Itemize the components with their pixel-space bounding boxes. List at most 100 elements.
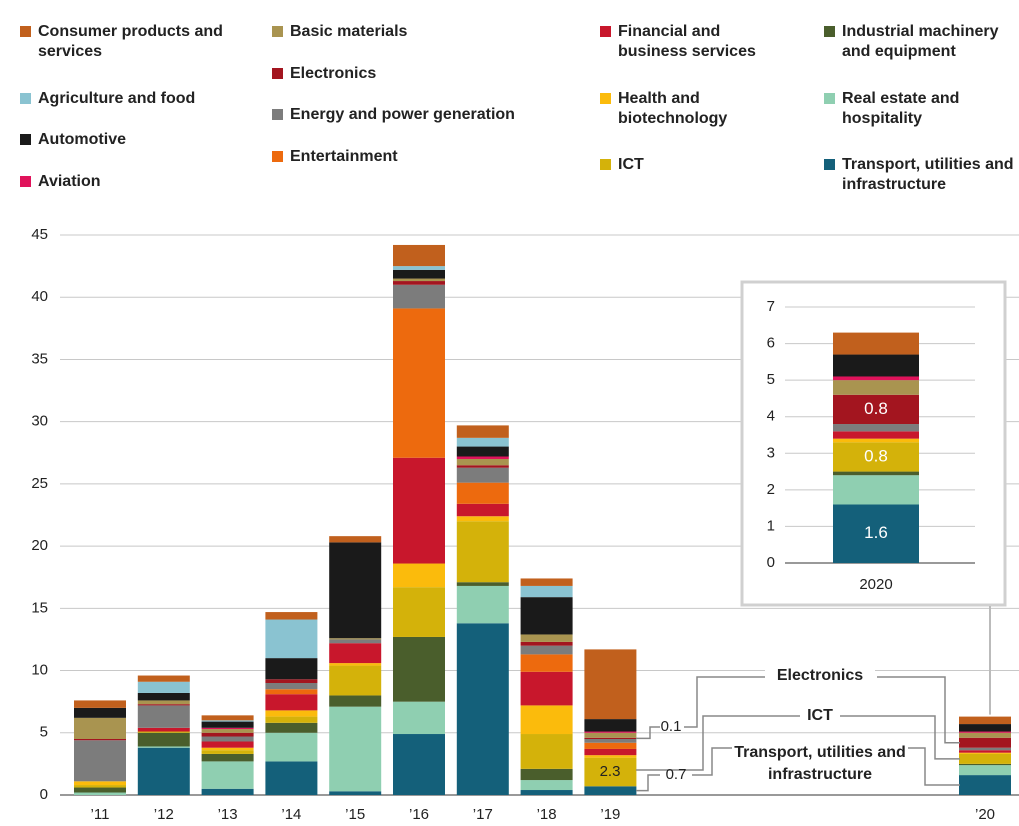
bar-segment <box>584 719 637 732</box>
bar-segment <box>520 790 573 795</box>
annotation-line <box>840 715 960 760</box>
bar-segment <box>959 747 1011 751</box>
bar-segment <box>201 727 254 730</box>
legend-swatch <box>600 159 611 170</box>
legend-swatch <box>272 68 283 79</box>
y-tick-label: 30 <box>31 413 48 430</box>
y-tick-label: 20 <box>31 537 48 554</box>
bar-segment <box>959 724 1011 732</box>
y-tick-label: 0 <box>767 554 775 571</box>
x-tick-label: ’12 <box>154 806 174 823</box>
legend-swatch <box>272 109 283 120</box>
legend-swatch <box>20 93 31 104</box>
bar-segment <box>137 692 190 701</box>
bar-segment <box>74 792 126 795</box>
bar-segment <box>520 645 573 655</box>
bar-segment <box>833 471 919 476</box>
bar-segment <box>201 729 254 733</box>
legend-swatch <box>272 151 283 162</box>
bar-segment <box>393 244 445 267</box>
bar-segment <box>833 504 919 563</box>
x-tick-label: ’17 <box>473 806 493 823</box>
y-tick-label: 1 <box>767 517 775 534</box>
bar-segment <box>201 720 254 722</box>
annotation: Electronics <box>765 665 875 687</box>
bar-segment <box>393 281 445 285</box>
value-label: 2.3 <box>600 763 621 780</box>
bar-segment <box>584 732 637 738</box>
legend-swatch <box>20 134 31 145</box>
bar-segment <box>393 636 445 702</box>
annotation-line <box>908 747 960 786</box>
bar-segment <box>959 752 1011 754</box>
bar-segment <box>584 757 637 787</box>
annotation-line <box>636 774 660 792</box>
bar-segment <box>201 750 254 754</box>
bar-segment <box>520 768 573 781</box>
legend-label: Industrial machinery and equipment <box>842 23 999 60</box>
legend-label: Basic materials <box>290 23 408 40</box>
bar-segment <box>584 786 637 795</box>
bar-segment <box>584 731 637 733</box>
legend-label: Financial and business services <box>618 23 756 60</box>
bar-segment <box>959 753 1011 764</box>
bar-segment <box>393 266 445 270</box>
bar-segment <box>520 654 573 672</box>
x-tick-label: ’20 <box>975 806 995 823</box>
bar-segment <box>201 761 254 789</box>
value-label: 1.6 <box>864 523 888 542</box>
y-tick-label: 5 <box>40 724 48 741</box>
annotation-line <box>877 676 960 744</box>
bar-segment <box>833 438 919 443</box>
legend-swatch <box>824 26 835 37</box>
bar-segment <box>137 731 190 733</box>
legend-swatch <box>272 26 283 37</box>
bar-segment <box>137 747 190 795</box>
bar-segment <box>456 585 509 624</box>
value-label: 0.1 <box>661 718 682 735</box>
bar-segment <box>456 467 509 483</box>
bar-segment <box>329 639 382 644</box>
x-tick-label: ’18 <box>537 806 557 823</box>
bar-segment <box>584 739 637 743</box>
bar-segment <box>137 700 190 705</box>
bar-segment <box>265 716 318 723</box>
bar-segment <box>137 704 190 706</box>
bar-segment <box>456 425 509 438</box>
bar-segment <box>201 747 254 751</box>
bar-segment <box>265 612 318 620</box>
bar-segment <box>833 380 919 395</box>
x-tick-label: 2020 <box>859 576 892 593</box>
legend-label: Real estate and hospitality <box>842 90 960 127</box>
bar-segment <box>833 394 919 425</box>
legend-label: Entertainment <box>290 148 398 165</box>
legend-label: Consumer products and services <box>38 23 223 60</box>
y-tick-label: 15 <box>31 599 48 616</box>
annotation-line <box>692 747 732 776</box>
bar-segment <box>265 619 318 659</box>
value-label: 0.8 <box>864 446 888 465</box>
bar-segment <box>959 716 1011 725</box>
bar-segment <box>74 740 126 782</box>
bar-segment <box>201 736 254 742</box>
bar-segment <box>201 788 254 795</box>
bar-segment <box>265 658 318 680</box>
annotation: ICT <box>800 705 840 727</box>
x-tick-label: ’13 <box>218 806 238 823</box>
bar-segment <box>833 475 919 505</box>
bar-segment <box>393 278 445 282</box>
annotation-line <box>684 676 765 728</box>
bar-segment <box>833 424 919 432</box>
x-tick-label: ’14 <box>281 806 301 823</box>
bar-segment <box>520 578 573 586</box>
bar-segment <box>265 710 318 717</box>
bar-segment <box>265 722 318 733</box>
x-tick-label: ’19 <box>600 806 620 823</box>
legend-label: Agriculture and food <box>38 90 196 107</box>
bar-segment <box>265 683 318 690</box>
bar-segment <box>833 332 919 355</box>
bar-segment <box>393 587 445 637</box>
bar-segment <box>456 623 509 795</box>
bar-segment <box>456 465 509 468</box>
